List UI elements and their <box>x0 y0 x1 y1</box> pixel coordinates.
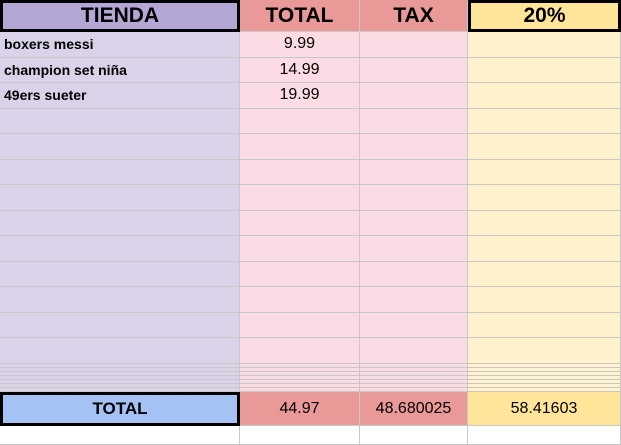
collapsed-row <box>0 368 240 372</box>
header-cell: 20% <box>468 0 621 32</box>
empty-cell <box>240 236 360 262</box>
empty-cell <box>0 261 240 287</box>
empty-cell <box>360 57 468 83</box>
empty-cell <box>468 57 621 83</box>
empty-cell <box>240 134 360 160</box>
collapsed-row <box>360 372 468 376</box>
collapsed-row <box>360 376 468 380</box>
totals-pct: 58.41603 <box>468 392 621 426</box>
totals-total: 44.97 <box>240 392 360 426</box>
empty-cell <box>468 210 621 236</box>
empty-cell <box>0 236 240 262</box>
item-cell: champion set niña <box>0 57 240 83</box>
empty-cell <box>360 210 468 236</box>
empty-cell <box>468 312 621 338</box>
collapsed-row <box>0 372 240 376</box>
collapsed-row <box>240 388 360 392</box>
empty-cell <box>360 236 468 262</box>
empty-cell <box>0 312 240 338</box>
collapsed-row <box>0 384 240 388</box>
empty-cell <box>468 83 621 109</box>
collapsed-row <box>360 388 468 392</box>
collapsed-row <box>360 384 468 388</box>
totals-tax: 48.680025 <box>360 392 468 426</box>
empty-cell <box>468 134 621 160</box>
collapsed-row <box>240 364 360 368</box>
empty-cell <box>240 108 360 134</box>
empty-cell <box>468 261 621 287</box>
empty-cell <box>360 185 468 211</box>
totals-label: TOTAL <box>0 392 240 426</box>
empty-cell <box>240 185 360 211</box>
empty-cell <box>360 261 468 287</box>
empty-cell <box>240 287 360 313</box>
empty-cell <box>0 338 240 364</box>
collapsed-row <box>0 364 240 368</box>
collapsed-row <box>240 372 360 376</box>
collapsed-row <box>240 368 360 372</box>
empty-cell <box>240 338 360 364</box>
empty-cell <box>360 287 468 313</box>
collapsed-row <box>240 380 360 384</box>
total-cell: 14.99 <box>240 57 360 83</box>
empty-cell <box>0 134 240 160</box>
empty-cell <box>360 83 468 109</box>
total-cell: 9.99 <box>240 32 360 58</box>
empty-cell <box>0 210 240 236</box>
empty-cell <box>468 108 621 134</box>
empty-cell <box>468 338 621 364</box>
empty-cell <box>468 287 621 313</box>
item-cell: boxers messi <box>0 32 240 58</box>
empty-cell <box>0 108 240 134</box>
item-cell: 49ers sueter <box>0 83 240 109</box>
empty-cell <box>0 426 240 445</box>
empty-cell <box>468 32 621 58</box>
empty-cell <box>240 261 360 287</box>
collapsed-row <box>240 384 360 388</box>
collapsed-row <box>0 380 240 384</box>
empty-cell <box>240 159 360 185</box>
empty-cell <box>240 426 360 445</box>
header-cell: TOTAL <box>240 0 360 32</box>
empty-cell <box>360 426 468 445</box>
empty-cell <box>360 108 468 134</box>
collapsed-row <box>0 388 240 392</box>
collapsed-row <box>240 376 360 380</box>
header-cell: TAX <box>360 0 468 32</box>
empty-cell <box>0 185 240 211</box>
total-cell: 19.99 <box>240 83 360 109</box>
empty-cell <box>360 134 468 160</box>
collapsed-row <box>360 368 468 372</box>
header-cell: TIENDA <box>0 0 240 32</box>
empty-cell <box>468 426 621 445</box>
empty-cell <box>468 236 621 262</box>
empty-cell <box>240 210 360 236</box>
empty-cell <box>360 159 468 185</box>
empty-cell <box>0 159 240 185</box>
empty-cell <box>468 185 621 211</box>
collapsed-row <box>0 376 240 380</box>
collapsed-row <box>360 364 468 368</box>
collapsed-row <box>360 380 468 384</box>
empty-cell <box>360 32 468 58</box>
empty-cell <box>360 312 468 338</box>
empty-cell <box>468 159 621 185</box>
empty-cell <box>360 338 468 364</box>
empty-cell <box>240 312 360 338</box>
empty-cell <box>0 287 240 313</box>
